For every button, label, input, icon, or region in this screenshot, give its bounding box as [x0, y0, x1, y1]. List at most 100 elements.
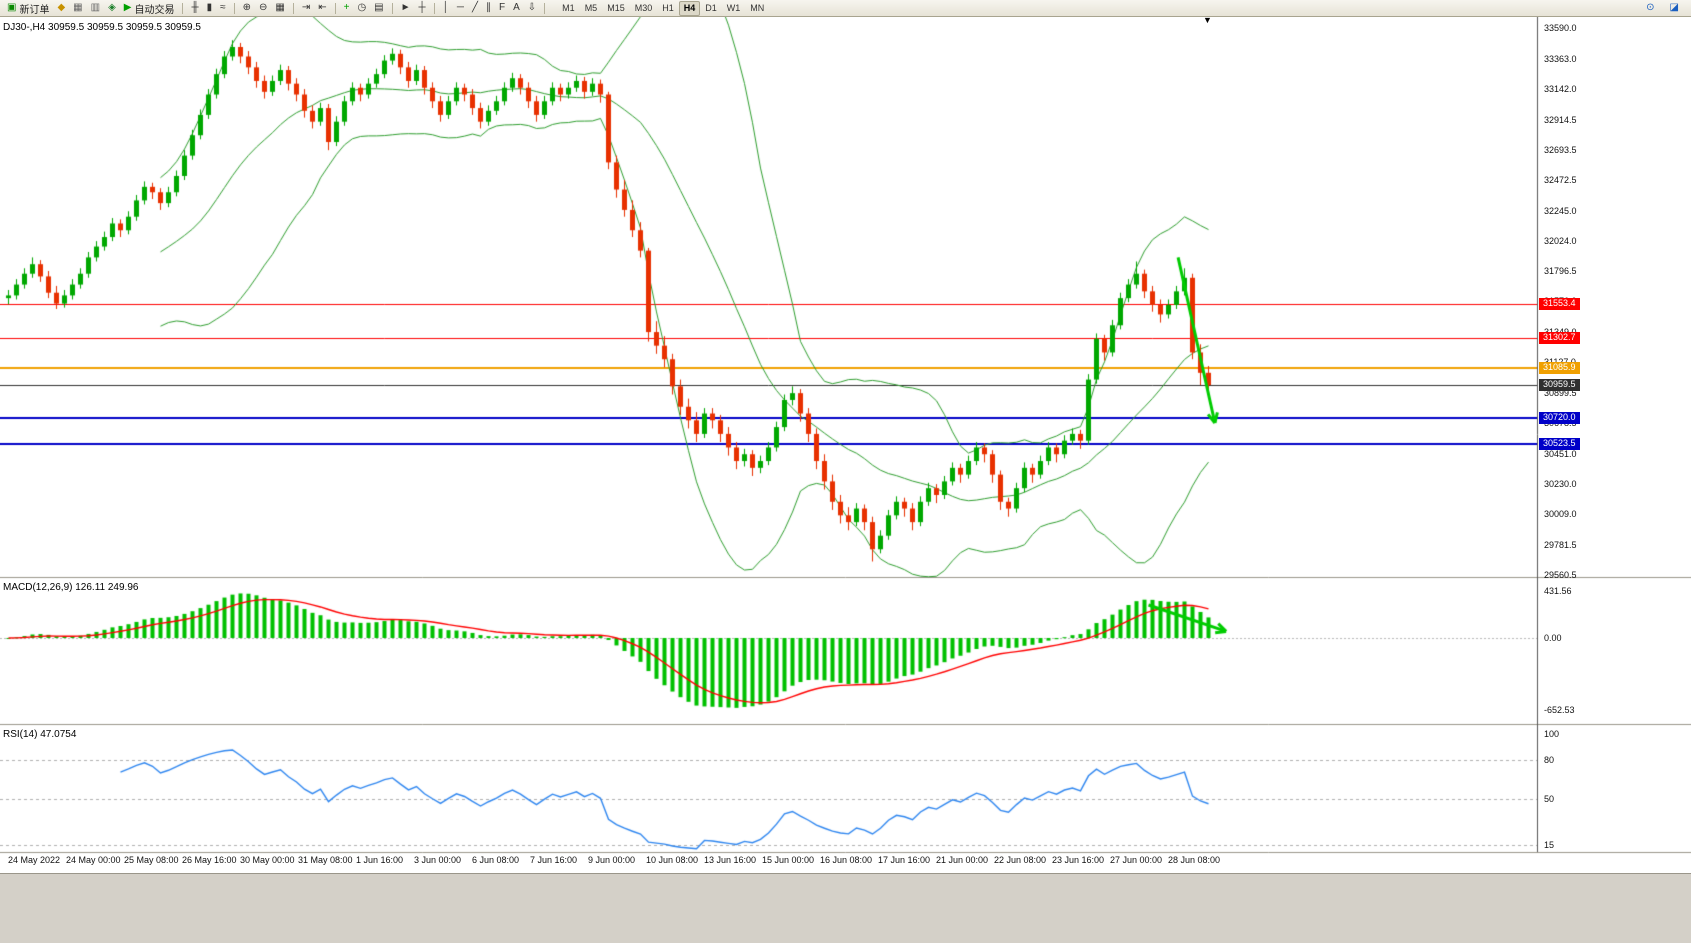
toolbar-separator [433, 2, 435, 14]
macd-axis-label: 431.56 [1544, 585, 1572, 596]
timeframe-m30-button[interactable]: M30 [634, 2, 653, 13]
new-order-button-label: 新订单 [19, 4, 50, 16]
price-level-badge: 30720.0 [1539, 411, 1580, 424]
chart-window: DJ30-,H4 30959.5 30959.5 30959.5 30959.5… [0, 15, 1691, 873]
autotrading-button-label: 自动交易 [134, 4, 175, 16]
vertical-line-button[interactable]: │ [439, 0, 453, 17]
price-axis-label: 30230.0 [1544, 479, 1577, 490]
crosshair-button[interactable]: ┼ [415, 0, 430, 17]
search-button[interactable]: ⊙ [1642, 0, 1658, 17]
timeframe-m1-button[interactable]: M1 [562, 2, 575, 13]
timeframe-w1-button[interactable]: W1 [726, 2, 741, 13]
timeframe-h1-button[interactable]: H1 [662, 2, 674, 13]
time-axis-label: 6 Jun 08:00 [472, 855, 520, 865]
macd-indicator-label: MACD(12,26,9) 126.11 249.96 [3, 582, 139, 593]
toolbar-left-group: ▣ 新订单 ◆ ▦ ▥ ◈ ▶ 自动交易 ╫ ▮ ≈ ⊕ ⊖ ▦ ⇥ ⇤ + ◷ ▤ ► ┼ │ ─ ╱ ∥ F A ⇩ [3, 0, 549, 17]
time-axis-label: 3 Jun 00:00 [414, 855, 462, 865]
time-axis-label: 27 Jun 00:00 [1110, 855, 1163, 865]
candlestick-button[interactable]: ▮ [203, 0, 217, 17]
autotrading-icon: ▶ [123, 2, 132, 13]
tile-windows-icon: ▦ [275, 2, 285, 13]
trendline-button[interactable]: ╱ [468, 0, 482, 17]
price-axis-label: 29560.5 [1544, 570, 1577, 580]
fibonacci-button[interactable]: F [495, 0, 509, 17]
arrows-button[interactable]: ⇩ [524, 0, 540, 17]
history-center-button[interactable]: ◈ [104, 0, 120, 17]
autotrading-button[interactable]: ▶ 自动交易 [120, 0, 179, 17]
indicators-icon: + [343, 2, 350, 13]
timeframe-m15-button[interactable]: M15 [607, 2, 625, 13]
price-level-badge: 30523.5 [1539, 438, 1580, 451]
timeframe-m5-button[interactable]: M5 [584, 2, 598, 13]
time-axis-label: 23 Jun 16:00 [1052, 855, 1105, 865]
time-axis-label: 22 Jun 08:00 [994, 855, 1047, 865]
history-center-icon: ◈ [108, 2, 116, 13]
time-axis-label: 16 Jun 08:00 [820, 855, 873, 865]
timeframe-d1-button[interactable]: D1 [705, 2, 717, 13]
community-button[interactable]: ◪ [1666, 0, 1683, 17]
cursor-icon: ► [400, 2, 411, 13]
data-window-icon: ▥ [90, 2, 101, 13]
text-icon: A [513, 2, 520, 13]
new-order-button[interactable]: ▣ 新订单 [3, 0, 53, 17]
price-axis-label: 31349.0 [1544, 327, 1577, 337]
zoom-out-button[interactable]: ⊖ [255, 0, 271, 17]
price-axis-label: 31796.5 [1544, 266, 1577, 277]
timeframe-mn-button[interactable]: MN [750, 2, 765, 13]
time-axis-label: 31 May 08:00 [298, 855, 353, 865]
chart-shift-marker-icon[interactable]: ▼ [1203, 15, 1212, 25]
channel-button[interactable]: ∥ [482, 0, 495, 17]
bar-chart-button[interactable]: ╫ [187, 0, 202, 17]
time-axis-label: 17 Jun 16:00 [878, 855, 931, 865]
toolbar-separator [182, 2, 184, 14]
chart-shift-button[interactable]: ⇤ [314, 0, 330, 17]
community-icon: ◪ [1669, 2, 1679, 13]
cursor-button[interactable]: ► [397, 0, 415, 17]
rsi-axis-label: 80 [1544, 755, 1555, 765]
auto-scroll-icon: ⇥ [301, 2, 311, 13]
toolbar-separator [292, 2, 294, 14]
periods-icon: ◷ [357, 2, 367, 13]
rsi-indicator-label: RSI(14) 47.0754 [3, 729, 77, 740]
macd-axis-label: 0.00 [1544, 633, 1562, 643]
window-bottom-area [0, 873, 1691, 943]
horizontal-line-button[interactable]: ─ [453, 0, 468, 17]
indicators-button[interactable]: + [340, 0, 354, 17]
toolbar-separator [334, 2, 336, 14]
price-axis-label: 30899.5 [1544, 388, 1577, 399]
periods-button[interactable]: ◷ [353, 0, 370, 17]
crosshair-icon: ┼ [418, 2, 426, 13]
search-icon: ⊙ [1646, 2, 1655, 13]
time-axis-label: 10 Jun 08:00 [646, 855, 699, 865]
time-axis-label: 28 Jun 08:00 [1168, 855, 1221, 865]
text-button[interactable]: A [509, 0, 524, 17]
data-window-button[interactable]: ▥ [87, 0, 104, 17]
zoom-in-button[interactable]: ⊕ [239, 0, 255, 17]
price-axis-label: 32024.0 [1544, 235, 1577, 246]
chart-canvas[interactable] [0, 17, 1691, 873]
new-order-icon: ▣ [7, 2, 17, 13]
channel-icon: ∥ [486, 2, 491, 13]
price-axis-label: 32693.5 [1544, 144, 1577, 155]
arrows-icon: ⇩ [527, 2, 537, 13]
profiles-icon: ▦ [73, 2, 83, 13]
toolbar: ▣ 新订单 ◆ ▦ ▥ ◈ ▶ 自动交易 ╫ ▮ ≈ ⊕ ⊖ ▦ ⇥ ⇤ + ◷ ▤ ► ┼ │ ─ ╱ ∥ F A ⇩ M1 M5 M1… [0, 0, 1691, 17]
timeframe-h4-button[interactable]: H4 [678, 0, 701, 16]
zoom-out-icon: ⊖ [258, 2, 268, 13]
price-level-badge: 31085.9 [1539, 361, 1580, 374]
price-axis-label: 33142.0 [1544, 83, 1577, 94]
templates-button[interactable]: ▤ [370, 0, 387, 17]
wizard-button[interactable]: ◆ [53, 0, 69, 17]
templates-icon: ▤ [374, 2, 384, 13]
tile-windows-button[interactable]: ▦ [271, 0, 288, 17]
price-axis-label: 30451.0 [1544, 449, 1577, 460]
time-axis-label: 24 May 2022 [8, 855, 61, 865]
auto-scroll-button[interactable]: ⇥ [298, 0, 314, 17]
horizontal-line-icon: ─ [456, 2, 464, 13]
time-axis-label: 1 Jun 16:00 [356, 855, 404, 865]
toolbar-separator [391, 2, 393, 14]
price-axis-label: 29781.5 [1544, 539, 1577, 550]
profiles-button[interactable]: ▦ [69, 0, 86, 17]
line-chart-button[interactable]: ≈ [216, 0, 230, 17]
